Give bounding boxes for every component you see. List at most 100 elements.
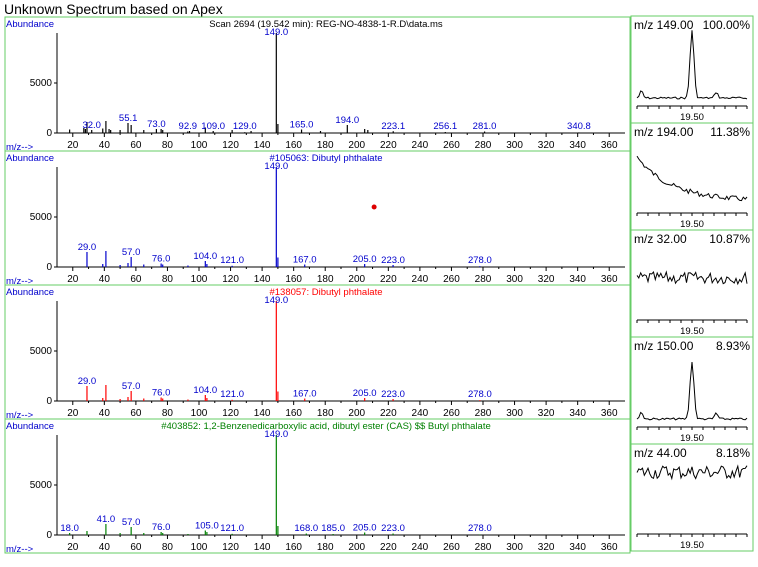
x-tick-label: 60 [130,542,142,553]
x-tick-label: 360 [601,542,618,553]
x-tick-label: 260 [443,140,460,151]
x-tick-label: 140 [254,542,271,553]
chrom-xtick: 19.50 [680,326,704,337]
chromatogram-panel-4: m/z 44.00 8.18% 19.50 [630,443,754,552]
chrom-mz: m/z 150.00 [634,339,694,353]
spectrum-panel-0: Abundance m/z--> Scan 2694 (19.542 min): R… [4,16,631,153]
x-tick-label: 180 [317,274,334,285]
x-tick-label: 220 [380,408,397,419]
x-tick-label: 360 [601,140,618,151]
x-tick-label: 200 [348,274,365,285]
x-tick-label: 320 [538,542,555,553]
x-tick-label: 220 [380,140,397,151]
marker-dot [371,204,377,210]
y-axis-label: Abundance [6,287,54,298]
x-tick-label: 20 [67,140,79,151]
y-tick-label: 5000 [30,346,53,357]
chrom-percent: 11.38% [710,125,750,139]
y-tick-label: 0 [46,530,52,541]
chrom-percent: 10.87% [709,232,750,246]
x-tick-label: 60 [130,408,142,419]
chrom-percent: 100.00% [703,18,751,32]
x-tick-label: 360 [601,408,618,419]
peak-label: 281.0 [473,121,497,132]
x-tick-label: 60 [130,274,142,285]
x-tick-label: 320 [538,274,555,285]
peak-label: 223.0 [381,523,405,534]
chrom-mz: m/z 32.00 [634,232,687,246]
x-tick-label: 40 [99,140,111,151]
peak-label: 167.0 [293,255,317,266]
peak-label: 29.0 [78,242,97,253]
peak-label: 104.0 [193,251,217,262]
chrom-mz: m/z 149.00 [634,18,694,32]
chrom-xtick: 19.50 [680,540,704,551]
chrom-trace [636,155,748,202]
x-tick-label: 100 [191,408,208,419]
peak-label: 121.0 [220,523,244,534]
x-tick-label: 40 [99,542,111,553]
y-tick-label: 0 [46,396,52,407]
x-tick-label: 140 [254,408,271,419]
chrom-xtick: 19.50 [680,219,704,230]
x-tick-label: 340 [569,140,586,151]
peak-label: 76.0 [152,522,171,533]
peak-label: 57.0 [122,381,141,392]
peak-label: 278.0 [468,523,492,534]
chrom-frame [630,443,754,552]
x-tick-label: 180 [317,140,334,151]
app-title: Unknown Spectrum based on Apex [4,1,223,17]
peak-label: 76.0 [152,254,171,265]
x-tick-label: 120 [222,140,239,151]
x-tick-label: 80 [162,542,174,553]
peak-label: 256.1 [433,121,457,132]
spectrum-panel-3: Abundance m/z--> #403852: 1,2-Benzenedicar… [4,418,631,555]
spectrum-title: #105063: Dibutyl phthalate [269,153,382,164]
peak-label: 149.0 [264,161,288,172]
x-tick-label: 340 [569,542,586,553]
x-tick-label: 240 [412,274,429,285]
y-tick-label: 5000 [30,78,53,89]
x-tick-label: 300 [506,408,523,419]
x-tick-label: 100 [191,140,208,151]
x-tick-label: 120 [222,274,239,285]
x-axis-label: m/z--> [6,544,34,555]
x-tick-label: 320 [538,140,555,151]
chromatogram-panel-0: m/z 149.00 100.00% 19.50 [630,15,754,124]
y-tick-label: 0 [46,128,52,139]
peak-label: 340.8 [567,121,591,132]
x-tick-label: 280 [475,408,492,419]
y-tick-label: 5000 [30,212,53,223]
x-tick-label: 300 [506,542,523,553]
x-tick-label: 220 [380,274,397,285]
chrom-mz: m/z 44.00 [634,446,687,460]
peak-label: 205.0 [353,388,377,399]
y-axis-label: Abundance [6,153,54,164]
chromatogram-panel-2: m/z 32.00 10.87% 19.50 [630,229,754,338]
panel-frame [4,150,631,286]
x-axis-label: m/z--> [6,276,34,287]
y-tick-label: 5000 [30,480,53,491]
spectrum-title: Scan 2694 (19.542 min): REG-NO-4838-1-R.… [209,19,443,30]
chrom-mz: m/z 194.00 [634,125,694,139]
peak-label: 29.0 [78,376,97,387]
spectrum-panel-1: Abundance m/z--> #105063: Dibutyl phthalat… [4,150,631,287]
peak-label: 205.0 [353,254,377,265]
x-tick-label: 260 [443,408,460,419]
panel-frame [4,418,631,554]
x-tick-label: 320 [538,408,555,419]
x-tick-label: 100 [191,542,208,553]
peak-label: 205.0 [353,523,377,534]
x-tick-label: 180 [317,408,334,419]
x-tick-label: 260 [443,542,460,553]
chrom-percent: 8.93% [716,339,750,353]
peak-label: 278.0 [468,255,492,266]
x-tick-label: 40 [99,408,111,419]
x-tick-label: 160 [285,274,302,285]
chromatogram-panel-3: m/z 150.00 8.93% 19.50 [630,336,754,445]
x-tick-label: 340 [569,408,586,419]
peak-label: 149.0 [264,429,288,440]
peak-label: 149.0 [264,27,288,38]
x-axis-label: m/z--> [6,142,34,153]
